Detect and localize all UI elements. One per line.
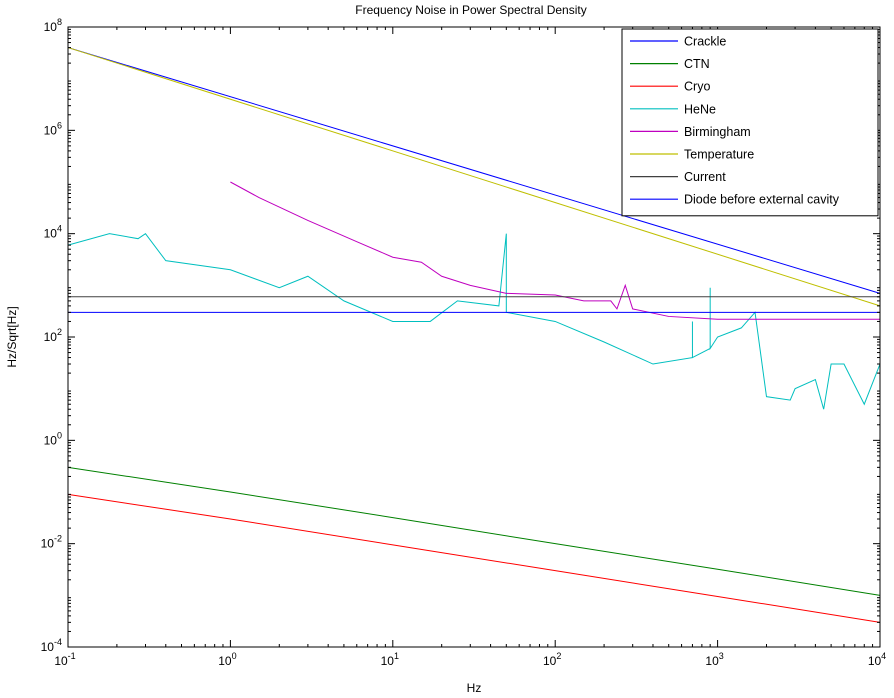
series-line-1 bbox=[67, 466, 881, 596]
series-layer bbox=[67, 47, 881, 623]
legend-label: Cryo bbox=[684, 80, 710, 94]
series-line-3 bbox=[67, 232, 881, 410]
x-tick-label: 100 bbox=[218, 651, 236, 668]
legend-label: HeNe bbox=[684, 102, 716, 116]
y-tick-label: 102 bbox=[44, 327, 62, 344]
y-tick-label: 108 bbox=[44, 17, 62, 34]
x-tick-label: 104 bbox=[868, 651, 886, 668]
legend-label: Diode before external cavity bbox=[684, 193, 840, 207]
y-tick-label: 100 bbox=[44, 430, 62, 447]
x-tick-label: 10-1 bbox=[54, 651, 75, 668]
x-tick-label: 101 bbox=[381, 651, 399, 668]
y-tick-label: 106 bbox=[44, 120, 62, 137]
y-axis-label: Hz/Sqrt[Hz] bbox=[5, 306, 19, 367]
legend: Crackle CTN Cryo HeNe Birmingham Temperature C… bbox=[621, 28, 879, 217]
series-line-5 bbox=[67, 47, 881, 307]
x-axis-label: Hz bbox=[467, 681, 482, 695]
legend-label: CTN bbox=[684, 57, 710, 71]
legend-box bbox=[621, 28, 879, 217]
legend-label: Crackle bbox=[684, 35, 726, 49]
chart-title: Frequency Noise in Power Spectral Densit… bbox=[355, 3, 586, 17]
series-line-2 bbox=[67, 493, 881, 623]
legend-label: Birmingham bbox=[684, 125, 751, 139]
x-tick-label: 102 bbox=[543, 651, 561, 668]
x-tick-label: 103 bbox=[705, 651, 723, 668]
legend-label: Current bbox=[684, 170, 726, 184]
y-tick-label: 104 bbox=[44, 224, 62, 241]
legend-label: Temperature bbox=[684, 148, 754, 162]
series-line-0 bbox=[67, 47, 881, 294]
series-line-4 bbox=[230, 181, 880, 320]
y-tick-label: 10-4 bbox=[41, 637, 62, 654]
y-tick-label: 10-2 bbox=[41, 534, 62, 551]
